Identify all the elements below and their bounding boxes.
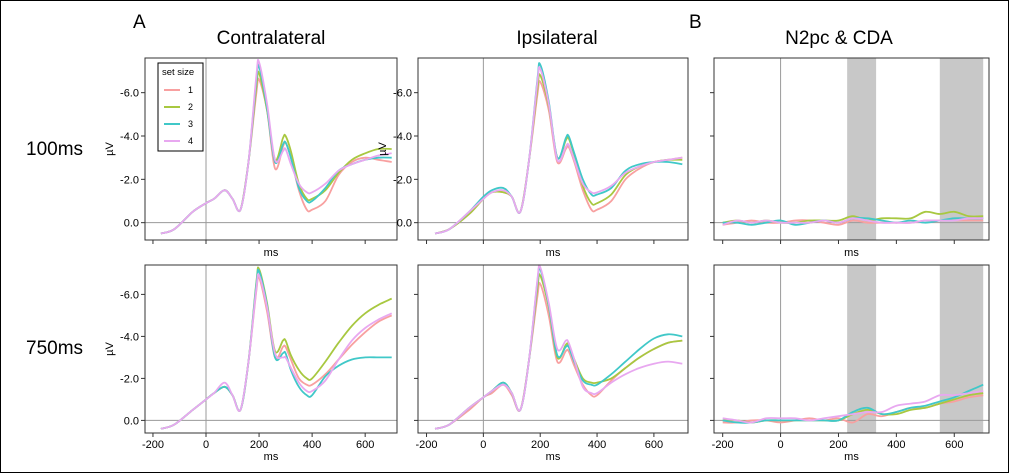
x-tick-label: 600 bbox=[945, 439, 963, 451]
y-tick-label: -6.0 bbox=[393, 88, 412, 100]
series-line-set-size-3 bbox=[160, 268, 392, 430]
y-axis-label: µV bbox=[377, 142, 389, 156]
y-tick-label: 0.0 bbox=[124, 218, 139, 230]
x-tick-label: 600 bbox=[356, 439, 374, 451]
series-line-set-size-4 bbox=[722, 217, 984, 226]
x-axis-label: ms bbox=[844, 451, 859, 463]
panel-letter-b: B bbox=[689, 12, 702, 33]
x-axis-label: ms bbox=[546, 451, 561, 463]
column-title-n2pc-cda: N2pc & CDA bbox=[785, 28, 893, 49]
series-line-set-size-4 bbox=[160, 59, 392, 235]
y-axis-label: µV bbox=[104, 142, 116, 156]
column-title-contralateral: Contralateral bbox=[216, 28, 326, 49]
panel-letter-a: A bbox=[133, 12, 146, 33]
panel-border bbox=[144, 57, 398, 241]
y-tick-label: -4.0 bbox=[393, 131, 412, 143]
x-tick-label: 600 bbox=[645, 439, 663, 451]
x-tick-label: 200 bbox=[829, 439, 847, 451]
shaded-window-1 bbox=[847, 265, 877, 433]
shaded-window-2 bbox=[939, 58, 984, 240]
x-tick-label: 0 bbox=[203, 439, 209, 451]
x-tick-label: 400 bbox=[303, 439, 321, 451]
x-tick-label: -200 bbox=[142, 439, 164, 451]
legend-label-3: 3 bbox=[188, 119, 193, 129]
y-tick-label: -2.0 bbox=[120, 373, 139, 385]
shaded-window-2 bbox=[939, 265, 984, 433]
row-label-100ms: 100ms bbox=[26, 139, 84, 160]
y-tick-label: -6.0 bbox=[120, 289, 139, 301]
series-line-set-size-2 bbox=[160, 266, 393, 430]
x-tick-label: 200 bbox=[531, 439, 549, 451]
y-tick-label: -6.0 bbox=[120, 88, 139, 100]
series-line-set-size-4 bbox=[434, 66, 683, 235]
y-tick-label: -4.0 bbox=[120, 331, 139, 343]
x-tick-label: 400 bbox=[588, 439, 606, 451]
x-axis-label: ms bbox=[546, 247, 561, 259]
x-axis-label: ms bbox=[844, 247, 859, 259]
x-tick-label: -200 bbox=[416, 439, 438, 451]
y-tick-label: 0.0 bbox=[124, 415, 139, 427]
series-line-set-size-4 bbox=[434, 264, 683, 430]
y-tick-label: -2.0 bbox=[120, 174, 139, 186]
panel-border bbox=[713, 264, 990, 434]
y-tick-label: 0.0 bbox=[397, 218, 412, 230]
legend-label-2: 2 bbox=[188, 102, 193, 112]
shaded-window-1 bbox=[847, 58, 877, 240]
x-tick-label: -200 bbox=[712, 439, 734, 451]
series-line-set-size-4 bbox=[722, 390, 984, 424]
series-line-set-size-1 bbox=[434, 281, 683, 430]
x-axis-label: ms bbox=[264, 451, 279, 463]
y-axis-label: µV bbox=[104, 342, 116, 356]
series-line-set-size-3 bbox=[722, 383, 984, 424]
panel-border bbox=[417, 57, 689, 241]
legend-title: set size bbox=[162, 67, 194, 78]
panel-border bbox=[713, 57, 990, 241]
legend-label-4: 4 bbox=[188, 136, 193, 146]
panel-border bbox=[144, 264, 398, 434]
y-tick-label: -4.0 bbox=[120, 131, 139, 143]
y-tick-label: -2.0 bbox=[393, 174, 412, 186]
row-label-750ms: 750ms bbox=[26, 338, 84, 359]
column-title-ipsilateral: Ipsilateral bbox=[516, 28, 598, 49]
x-tick-label: 400 bbox=[887, 439, 905, 451]
series-line-set-size-4 bbox=[160, 273, 393, 430]
legend-label-1: 1 bbox=[188, 85, 193, 95]
x-axis-label: ms bbox=[264, 247, 279, 259]
x-tick-label: 200 bbox=[250, 439, 268, 451]
panel-border bbox=[417, 264, 689, 434]
x-tick-label: 0 bbox=[778, 439, 784, 451]
x-tick-label: 0 bbox=[480, 439, 486, 451]
